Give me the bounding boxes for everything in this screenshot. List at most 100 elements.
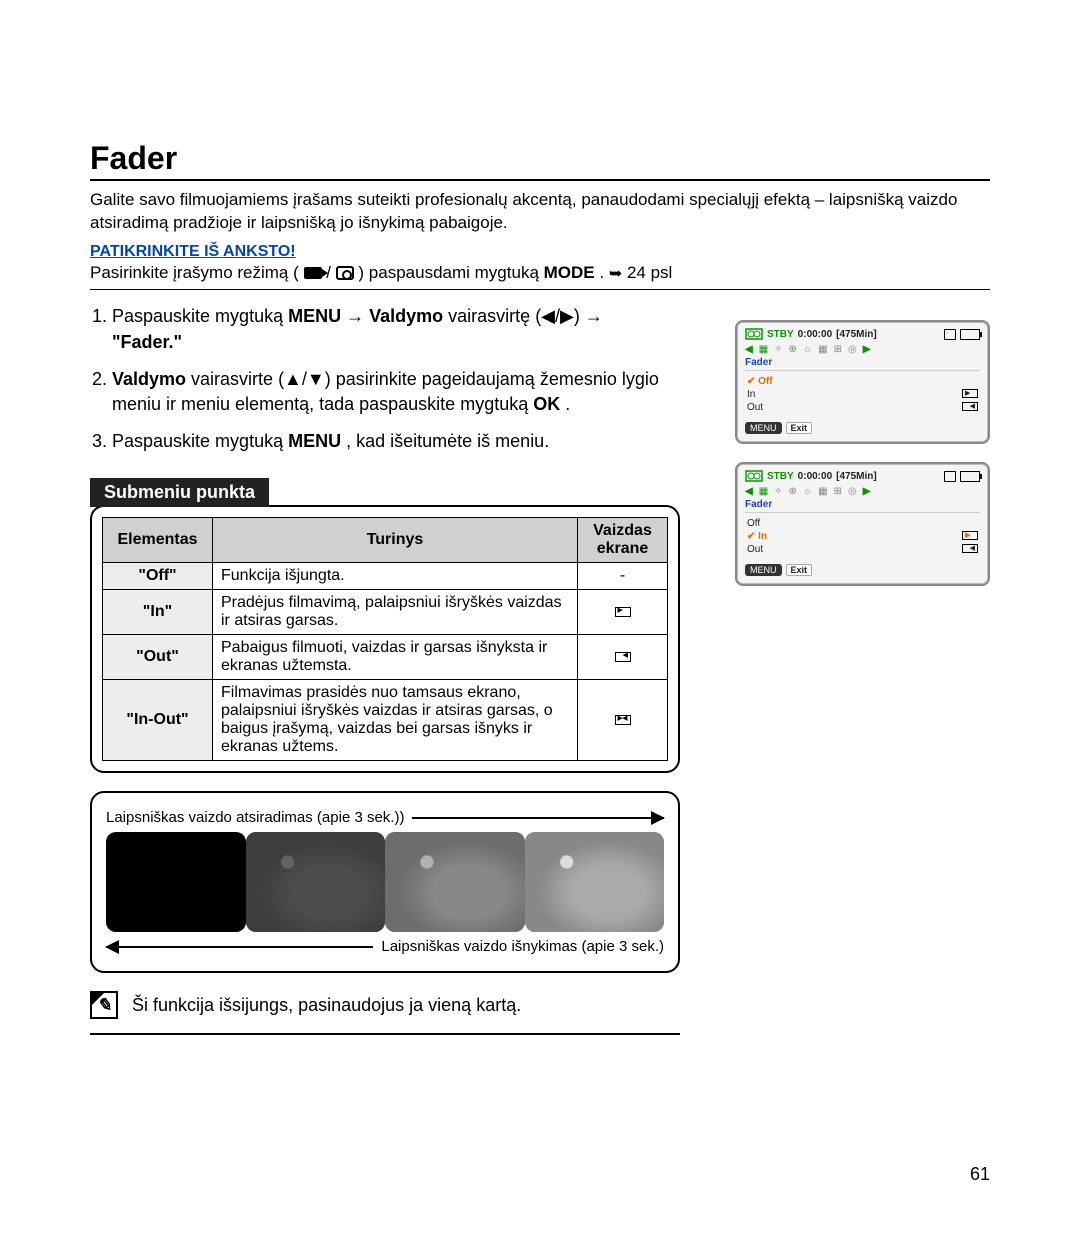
preview-menu-label: Fader bbox=[745, 357, 980, 368]
menu-icon: ◎ bbox=[848, 486, 857, 497]
film-icon bbox=[745, 470, 763, 482]
table-row: "In-Out" Filmavimas prasidės nuo tamsaus… bbox=[103, 680, 668, 761]
fade-thumbnails bbox=[106, 832, 664, 932]
thumb-dark bbox=[246, 832, 386, 932]
fade-in-icon bbox=[615, 607, 631, 617]
preview-time: 0:00:00 bbox=[798, 329, 832, 340]
fade-in-line: Laipsniškas vaizdo atsiradimas (apie 3 s… bbox=[106, 809, 664, 826]
menu-icon: ⊕ bbox=[789, 344, 797, 355]
preview-opt-in: In bbox=[745, 388, 980, 401]
fade-illustration: Laipsniškas vaizdo atsiradimas (apie 3 s… bbox=[90, 791, 680, 973]
step-1: Paspauskite mygtuką MENU → Valdymo vaira… bbox=[112, 304, 702, 354]
menu-icon: ☼ bbox=[803, 344, 812, 355]
note-text: Ši funkcija išsijungs, pasinaudojus ja v… bbox=[132, 995, 521, 1016]
th-vaizdas: Vaizdas ekrane bbox=[578, 518, 668, 563]
row-off-el: "Off" bbox=[103, 563, 213, 590]
th-turinys: Turinys bbox=[213, 518, 578, 563]
preview-opt-out: Out bbox=[745, 543, 980, 556]
menu-icon-sel: ▦ bbox=[759, 486, 768, 497]
step1-menu: MENU bbox=[288, 306, 341, 326]
submenu-badge: Submeniu punkta bbox=[90, 478, 269, 507]
menu-icon: ◎ bbox=[848, 344, 857, 355]
note-row: ✎ Ši funkcija išsijungs, pasinaudojus ja… bbox=[90, 991, 680, 1035]
row-out-el: "Out" bbox=[103, 635, 213, 680]
steps-list: Paspauskite mygtuką MENU → Valdymo vaira… bbox=[112, 304, 702, 454]
menu-icon: ✧ bbox=[774, 486, 782, 497]
preview-remain: [475Min] bbox=[836, 329, 877, 340]
preview-screen-2: STBY 0:00:00 [475Min] ◀ ▦ ✧ ⊕ ☼ ▦ ⊞ ◎ ▶ … bbox=[735, 462, 990, 586]
page-title: Fader bbox=[90, 140, 990, 181]
step3-b: , kad išeitumėte iš meniu. bbox=[346, 431, 549, 451]
row-in-content: Pradėjus filmavimą, palaipsniui išryškės… bbox=[213, 590, 578, 635]
step1-a: Paspauskite mygtuką bbox=[112, 306, 288, 326]
step-2: Valdymo vairasvirte (▲/▼) pasirinkite pa… bbox=[112, 367, 702, 417]
preview-bottom: MENU Exit bbox=[745, 422, 980, 434]
check-heading: PATIKRINKITE IŠ ANKSTO! bbox=[90, 243, 990, 261]
menu-pill: MENU bbox=[745, 564, 782, 576]
arrow-left-icon bbox=[106, 946, 373, 948]
divider bbox=[745, 512, 980, 513]
exit-label: Exit bbox=[786, 564, 813, 576]
preview-stby: STBY bbox=[767, 471, 794, 482]
note-icon: ✎ bbox=[90, 991, 118, 1019]
menu-icon: ⊞ bbox=[834, 486, 842, 497]
preview-screen-1: STBY 0:00:00 [475Min] ◀ ▦ ✧ ⊕ ☼ ▦ ⊞ ◎ ▶ … bbox=[735, 320, 990, 444]
intro-text: Galite savo filmuojamiems įrašams suteik… bbox=[90, 189, 990, 235]
submenu-table-wrap: Elementas Turinys Vaizdas ekrane "Off" F… bbox=[90, 505, 680, 773]
preview-bottom: MENU Exit bbox=[745, 564, 980, 576]
preview-topbar: STBY 0:00:00 [475Min] bbox=[745, 470, 980, 482]
arrow-right-icon bbox=[412, 817, 664, 819]
fade-out-mini-icon bbox=[962, 544, 978, 553]
step2-valdymo: Valdymo bbox=[112, 369, 186, 389]
menu-pill: MENU bbox=[745, 422, 782, 434]
exit-label: Exit bbox=[786, 422, 813, 434]
opt-out-label: Out bbox=[747, 544, 763, 555]
step2-ok: OK bbox=[533, 394, 560, 414]
camera-previews: STBY 0:00:00 [475Min] ◀ ▦ ✧ ⊕ ☼ ▦ ⊞ ◎ ▶ … bbox=[735, 320, 990, 586]
fade-out-icon bbox=[615, 652, 631, 662]
menu-icon: ⊕ bbox=[789, 486, 797, 497]
row-out-screen bbox=[578, 635, 668, 680]
menu-icon-sel: ▦ bbox=[759, 344, 768, 355]
step1-c: vairasvirtę (◀/▶) → bbox=[448, 306, 603, 326]
nav-left-icon: ◀ bbox=[745, 344, 753, 355]
menu-icon: ✧ bbox=[774, 344, 782, 355]
film-icon bbox=[745, 328, 763, 340]
fade-out-mini-icon bbox=[962, 402, 978, 411]
thumb-full bbox=[525, 832, 665, 932]
mode-word: MODE bbox=[544, 263, 595, 282]
step2-body: vairasvirte (▲/▼) pasirinkite pageidauja… bbox=[112, 369, 659, 414]
row-off-screen: - bbox=[578, 563, 668, 590]
fade-in-mini-icon bbox=[962, 389, 978, 398]
preview-opt-off: ✔ Off bbox=[745, 375, 980, 388]
preview-topbar: STBY 0:00:00 [475Min] bbox=[745, 328, 980, 340]
table-header-row: Elementas Turinys Vaizdas ekrane bbox=[103, 518, 668, 563]
step3-a: Paspauskite mygtuką bbox=[112, 431, 288, 451]
step2-end: . bbox=[565, 394, 570, 414]
page-number: 61 bbox=[970, 1164, 990, 1185]
menu-icon: ⊞ bbox=[834, 344, 842, 355]
video-mode-icon bbox=[304, 267, 322, 279]
nav-right-icon: ▶ bbox=[863, 344, 871, 355]
step1-fader: "Fader." bbox=[112, 332, 182, 352]
preview-opt-in: ✔ In bbox=[745, 530, 980, 543]
preview-icon-row: ◀ ▦ ✧ ⊕ ☼ ▦ ⊞ ◎ ▶ bbox=[745, 486, 980, 497]
menu-icon: ▦ bbox=[818, 486, 827, 497]
row-inout-el: "In-Out" bbox=[103, 680, 213, 761]
battery-icon bbox=[960, 471, 980, 482]
divider bbox=[745, 370, 980, 371]
row-in-screen bbox=[578, 590, 668, 635]
thumb-mid bbox=[385, 832, 525, 932]
fade-in-label: Laipsniškas vaizdo atsiradimas (apie 3 s… bbox=[106, 809, 404, 826]
mode-prefix: Pasirinkite įrašymo režimą ( bbox=[90, 263, 304, 282]
fade-out-line: Laipsniškas vaizdo išnykimas (apie 3 sek… bbox=[106, 938, 664, 955]
opt-out-label: Out bbox=[747, 402, 763, 413]
nav-right-icon: ▶ bbox=[863, 486, 871, 497]
goto-arrow-icon: ➥ bbox=[609, 265, 622, 282]
fade-out-label: Laipsniškas vaizdo išnykimas (apie 3 sek… bbox=[381, 938, 664, 955]
battery-icon bbox=[960, 329, 980, 340]
photo-mode-icon bbox=[336, 266, 354, 280]
mode-line: Pasirinkite įrašymo režimą ( / ) paspaus… bbox=[90, 263, 990, 291]
sd-card-icon bbox=[944, 471, 956, 482]
row-inout-content: Filmavimas prasidės nuo tamsaus ekrano, … bbox=[213, 680, 578, 761]
